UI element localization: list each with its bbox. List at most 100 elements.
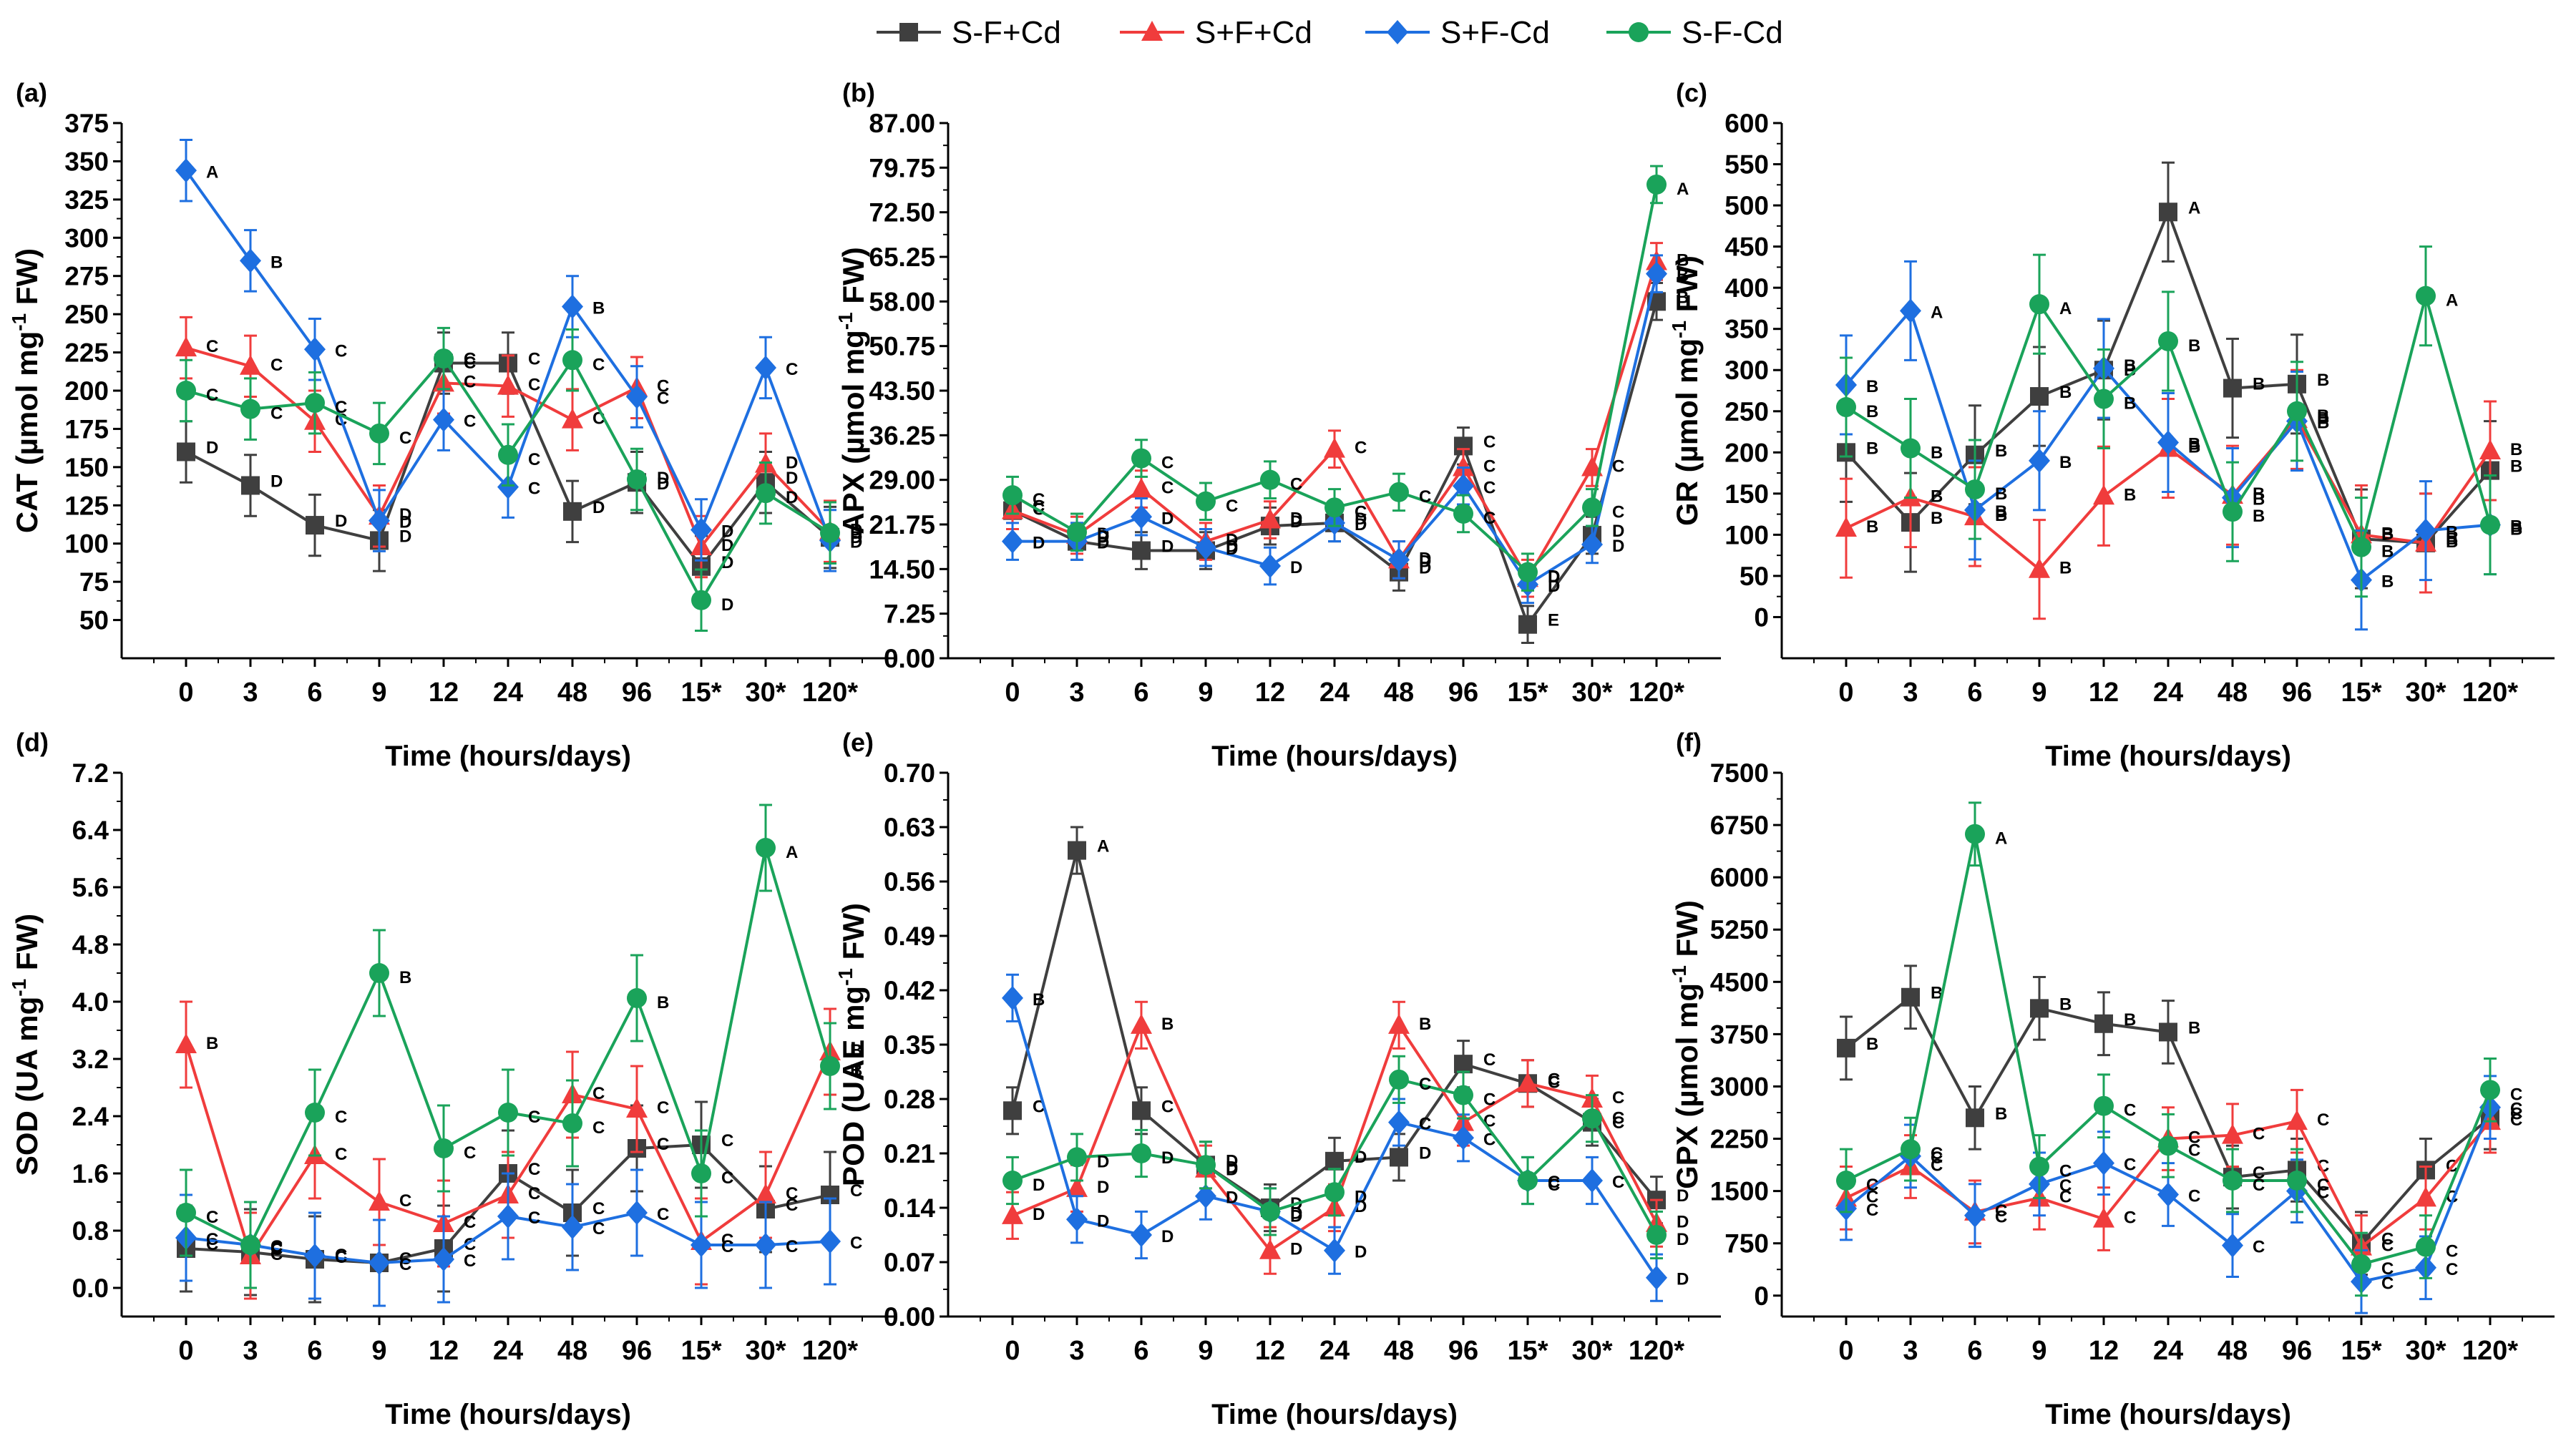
significance-letter: C bbox=[2317, 1110, 2329, 1130]
significance-letter: E bbox=[1548, 611, 1559, 630]
data-point bbox=[1646, 1265, 1667, 1290]
significance-letter: B bbox=[2253, 375, 2265, 394]
x-tick-label: 6 bbox=[1967, 678, 1982, 708]
significance-letter: B bbox=[592, 298, 605, 318]
significance-letter: A bbox=[1995, 829, 2007, 849]
y-axis-title: GPX (µmol mg-1 FW) bbox=[1668, 900, 1704, 1189]
x-tick-label: 48 bbox=[1384, 1336, 1414, 1366]
significance-letter: D bbox=[1355, 1148, 1367, 1167]
x-tick-label: 0 bbox=[178, 678, 193, 708]
significance-letter: C bbox=[464, 1213, 476, 1232]
data-point bbox=[1581, 532, 1603, 557]
y-tick-label: 7.2 bbox=[72, 758, 109, 788]
x-tick-label: 6 bbox=[307, 1336, 322, 1366]
data-point bbox=[1324, 1182, 1345, 1203]
x-tick-label: 9 bbox=[1198, 678, 1213, 708]
significance-letter: D bbox=[1161, 1227, 1174, 1246]
y-tick-label: 350 bbox=[1724, 315, 1769, 344]
data-point bbox=[1966, 1108, 1984, 1128]
data-point bbox=[755, 355, 776, 380]
data-point bbox=[240, 399, 260, 419]
significance-letter: D bbox=[1677, 1213, 1689, 1232]
significance-letter: C bbox=[2253, 1125, 2265, 1144]
data-point bbox=[176, 381, 196, 401]
data-point bbox=[562, 294, 583, 319]
data-point bbox=[2093, 1207, 2114, 1228]
significance-letter: C bbox=[592, 355, 605, 374]
y-tick-label: 0.35 bbox=[884, 1030, 935, 1060]
y-tick-label: 6000 bbox=[1710, 863, 1769, 892]
data-point bbox=[177, 442, 195, 461]
significance-letter: D bbox=[1226, 1158, 1238, 1178]
data-point bbox=[1003, 1101, 1022, 1120]
y-tick-label: 72.50 bbox=[869, 198, 935, 228]
significance-letter: B bbox=[1931, 444, 1943, 463]
y-tick-label: 50.75 bbox=[869, 332, 935, 361]
x-tick-label: 3 bbox=[243, 1336, 258, 1366]
significance-letter: C bbox=[399, 429, 411, 448]
significance-letter: C bbox=[1355, 502, 1367, 522]
data-point bbox=[497, 374, 519, 395]
y-tick-label: 21.75 bbox=[869, 510, 935, 539]
significance-letter: C bbox=[464, 353, 476, 373]
x-tick-label: 12 bbox=[429, 678, 459, 708]
x-tick-label: 24 bbox=[493, 1336, 523, 1366]
significance-letter: D bbox=[1097, 527, 1109, 547]
x-tick-label: 48 bbox=[1384, 678, 1414, 708]
significance-letter: C bbox=[206, 337, 218, 356]
significance-letter: C bbox=[270, 356, 283, 375]
data-point bbox=[1453, 503, 1473, 524]
y-tick-label: 150 bbox=[1724, 479, 1769, 509]
significance-letter: B bbox=[2253, 490, 2265, 509]
data-point bbox=[2415, 518, 2436, 543]
panel-label: (e) bbox=[842, 728, 874, 757]
y-tick-label: 1500 bbox=[1710, 1177, 1769, 1206]
data-point bbox=[1132, 541, 1151, 560]
legend-item-3: S+F-Cd bbox=[1365, 15, 1550, 50]
data-point bbox=[1002, 529, 1023, 554]
significance-letter: A bbox=[1677, 180, 1689, 199]
significance-letter: B bbox=[1931, 984, 1943, 1003]
significance-letter: D bbox=[1355, 1243, 1367, 1262]
x-tick-label: 9 bbox=[371, 678, 386, 708]
data-point bbox=[1388, 1110, 1410, 1135]
data-point bbox=[1453, 474, 1474, 499]
y-tick-label: 125 bbox=[64, 491, 109, 520]
significance-letter: C bbox=[399, 1249, 411, 1269]
y-tick-label: 79.75 bbox=[869, 153, 935, 182]
x-tick-label: 12 bbox=[1255, 678, 1285, 708]
data-point bbox=[1390, 1148, 1408, 1167]
significance-letter: D bbox=[1419, 1143, 1431, 1163]
significance-letter: C bbox=[1483, 1090, 1496, 1110]
significance-letter: C bbox=[528, 1184, 540, 1203]
legend-marker-circle-icon bbox=[1629, 22, 1649, 42]
data-point bbox=[304, 337, 326, 362]
significance-letter: C bbox=[464, 350, 476, 369]
significance-letter: B bbox=[1995, 484, 2007, 504]
significance-letter: B bbox=[2446, 532, 2458, 552]
data-point bbox=[1837, 1038, 1855, 1058]
y-tick-label: 6750 bbox=[1710, 811, 1769, 840]
significance-letter: B bbox=[1033, 990, 1045, 1010]
panel-b: (b) 0.00 7.25 14.50 21.75 29.00 36.25 43.50 50.7… bbox=[834, 78, 1721, 772]
data-point bbox=[1131, 1013, 1152, 1034]
data-point bbox=[2480, 514, 2500, 535]
data-point bbox=[2094, 1095, 2114, 1116]
data-point bbox=[2415, 1186, 2436, 1207]
x-tick-label: 24 bbox=[1319, 678, 1350, 708]
significance-letter: A bbox=[1931, 303, 1943, 322]
significance-letter: C bbox=[1612, 1113, 1624, 1133]
y-tick-label: 600 bbox=[1724, 109, 1769, 138]
significance-letter: C bbox=[1612, 456, 1624, 476]
x-tick-label: 6 bbox=[1133, 678, 1148, 708]
significance-letter: D bbox=[206, 438, 218, 457]
panel-e: (e) 0.00 0.07 0.14 0.21 0.28 0.35 0.42 0.49 0.56 0… bbox=[834, 728, 1721, 1430]
significance-letter: B bbox=[2381, 524, 2394, 543]
data-point bbox=[1646, 261, 1667, 286]
significance-letter: C bbox=[2381, 1274, 2394, 1293]
significance-letter: C bbox=[2381, 1236, 2394, 1256]
y-tick-label: 175 bbox=[64, 414, 109, 444]
